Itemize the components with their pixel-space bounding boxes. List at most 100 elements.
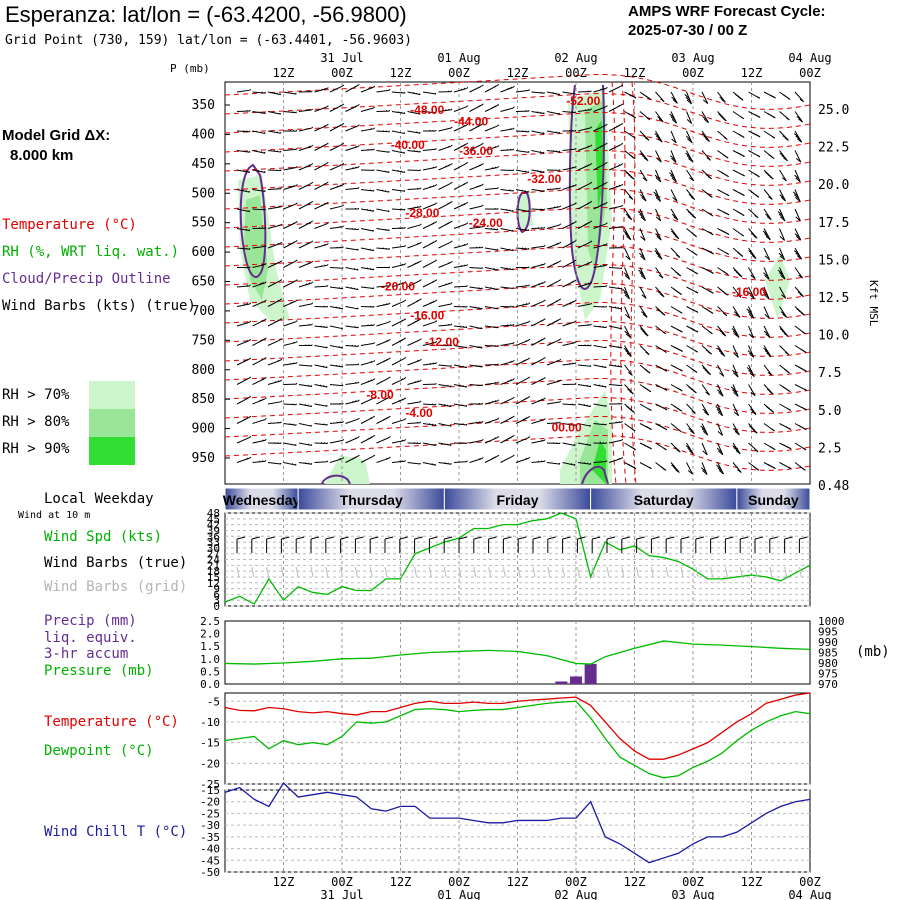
wind-barb-flag: [734, 333, 740, 338]
wind-barb-flag: [311, 144, 314, 147]
wind-barb-flag: [398, 283, 401, 286]
wind-barb-flag: [757, 115, 761, 118]
wind-barb-flag: [655, 233, 661, 238]
wind-barb: [376, 285, 390, 288]
wind-barb-flag: [724, 155, 729, 159]
wind-barb: [577, 423, 591, 427]
wind-barb-flag: [369, 189, 372, 191]
wind-barb: [531, 300, 544, 307]
wind-barb-flag: [506, 267, 508, 270]
wind-barb-flag: [387, 190, 390, 193]
wind-barb-flag: [476, 421, 478, 424]
wind-barb-flag: [673, 466, 678, 471]
wind-barb-flag: [419, 150, 421, 153]
wind-barb-flag: [416, 380, 419, 383]
forecast-cycle-label: AMPS WRF Forecast Cycle:: [628, 3, 826, 20]
wind-barb-flag: [305, 283, 308, 286]
wind-barb-flag: [558, 241, 562, 244]
wind-barb-flag: [621, 204, 624, 207]
grid-wind-barb: [428, 566, 432, 578]
wind-barb-flag: [756, 174, 760, 178]
wind-barb-flag: [537, 169, 539, 172]
wind-barb: [562, 403, 576, 406]
wind-barb: [267, 280, 280, 288]
wind-barb-flag: [669, 155, 676, 161]
wind-barb-flag: [475, 125, 479, 129]
rh70-legend-label: RH > 70%: [2, 387, 70, 403]
wind-barb-flag: [586, 221, 590, 225]
top-date-label: 03 Aug: [671, 51, 714, 65]
wind-barb-flag: [459, 145, 463, 148]
surface-wind-barb-flag: [444, 536, 453, 540]
wind-barb-flag: [574, 320, 577, 323]
grid-wind-barb: [784, 566, 788, 578]
wind-barb: [453, 264, 467, 268]
wind-barb-flag: [496, 307, 499, 310]
cloud-legend-label: Cloud/Precip Outline: [2, 271, 171, 287]
wind-barb-flag: [354, 85, 357, 88]
wind-barb-flag: [778, 213, 784, 219]
wind-barb-flag: [320, 204, 324, 207]
wind-barb: [531, 460, 545, 463]
wind-barb: [608, 325, 622, 330]
wind-barb-flag: [435, 341, 438, 343]
wind-barb-flag: [245, 358, 249, 362]
wind-barb-flag: [462, 143, 466, 147]
wind-barb-flag: [553, 381, 556, 384]
wind-barb-flag: [356, 454, 360, 458]
wind-barb: [391, 460, 405, 463]
wind-barb-flag: [573, 259, 577, 262]
wind-barb-flag: [624, 294, 630, 300]
wind-barb-flag: [447, 145, 450, 148]
wind-barb-flag: [450, 385, 452, 387]
wind-barb-flag: [540, 170, 542, 173]
wind-barb: [391, 245, 405, 249]
wind-barb: [469, 345, 483, 349]
wind-barb-flag: [658, 366, 662, 369]
wind-barb-flag: [341, 307, 344, 310]
wind-chill-tick: -25: [200, 807, 220, 820]
pressure-label: Pressure (mb): [44, 663, 154, 679]
wind-barb-flag: [400, 170, 403, 173]
wind-barb: [546, 422, 561, 424]
pressure-tick-label: 400: [192, 127, 215, 142]
wind-chill-tick: -15: [200, 784, 220, 797]
wind-barb-flag: [655, 197, 661, 202]
wind-barb: [655, 111, 664, 123]
wind-barb-flag: [372, 434, 376, 438]
wind-barb-flag: [289, 242, 293, 246]
wind-barb-flag: [249, 88, 251, 91]
wind-barb-flag: [509, 436, 512, 439]
wind-barb-flag: [431, 222, 435, 225]
wind-barb: [593, 306, 607, 308]
wind-barb-flag: [710, 311, 714, 314]
wind-barb: [438, 324, 452, 327]
pressure-tick-label: 850: [192, 392, 215, 407]
height-tick-label: 5.0: [818, 404, 841, 419]
wind-barb-flag: [444, 165, 448, 168]
wind-barb-flag: [543, 439, 546, 441]
wind-barb-flag: [370, 127, 373, 130]
wind-barb: [407, 422, 421, 424]
wind-barb-flag: [276, 92, 279, 95]
wind-barb-flag: [771, 428, 775, 432]
wind-barb-flag: [289, 301, 293, 305]
wind-barb-flag: [705, 138, 710, 142]
wind-barb-flag: [413, 320, 417, 324]
wind-barb: [546, 188, 561, 190]
wind-barb-flag: [687, 469, 693, 475]
wind-barb-flag: [604, 366, 607, 369]
wind-barb-flag: [617, 104, 621, 108]
wind-barb-flag: [310, 444, 313, 446]
wind-barb-flag: [720, 115, 725, 120]
wind-barb-flag: [803, 447, 807, 451]
wind-barb-flag: [511, 434, 515, 438]
wind-barb-flag: [747, 311, 753, 317]
local-weekday-label: Local Weekday: [44, 491, 154, 507]
rh90-legend-label: RH > 90%: [2, 441, 70, 457]
height-tick-label: 10.0: [818, 329, 849, 344]
wind-barb-flag: [354, 166, 357, 169]
wind-barb-flag: [620, 346, 623, 349]
wind-barb-flag: [415, 92, 418, 95]
wind-barb-flag: [663, 447, 667, 451]
